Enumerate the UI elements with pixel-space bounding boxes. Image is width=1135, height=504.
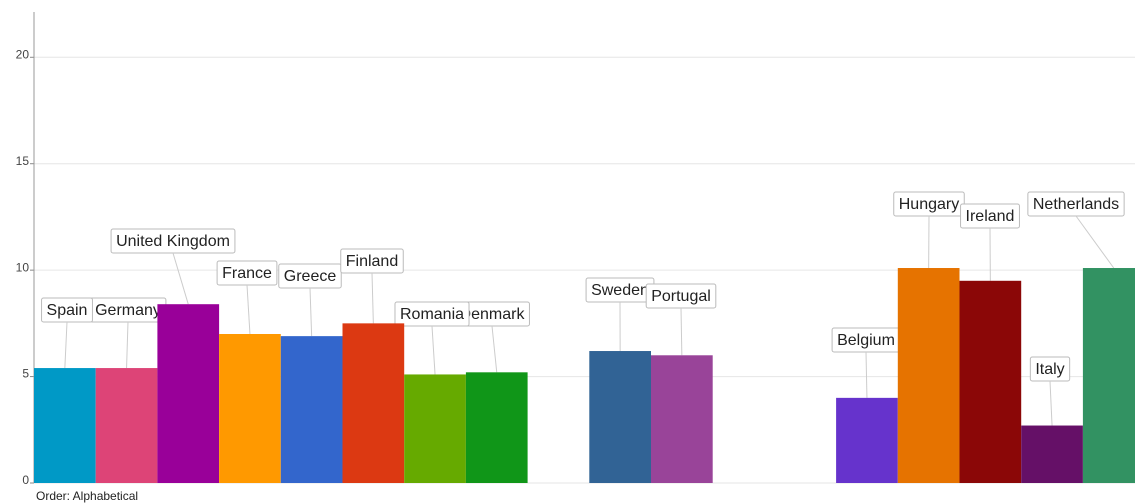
data-label: Sweden [585,277,655,303]
bar [95,368,158,483]
data-label: United Kingdom [110,228,236,254]
footer: Order: Alphabetical [36,489,138,503]
bar [404,374,466,483]
bar [1021,425,1083,483]
category-label: Belgium [837,332,895,349]
category-label: United Kingdom [116,233,230,250]
bar [836,397,898,483]
bar [34,368,96,483]
data-label: France [216,260,278,286]
labels: Germany Spain Greece France Finland DenmarkRo… [41,191,1125,382]
leader-line [64,321,68,369]
category-label: Portugal [651,288,711,305]
bar [342,323,405,483]
y-tick-label: 15 [16,154,30,168]
bar [280,336,343,483]
data-label: Germany [89,297,167,323]
bar [1082,268,1135,483]
category-label: Germany [95,302,161,319]
category-label: Italy [1035,361,1064,378]
category-label: Hungary [899,196,959,213]
data-label: Portugal [645,283,717,309]
category-label: Sweden [591,282,649,299]
bar [651,355,713,483]
leader-line [246,284,251,335]
bar [959,280,1022,483]
leader-line [126,321,129,369]
bar [589,351,651,483]
data-label: Romania [394,301,470,327]
bar [219,334,281,483]
leader-line [680,307,683,356]
category-label: Spain [47,302,88,319]
category-label: France [222,265,272,282]
data-label: Finland [340,248,404,274]
leader-line [309,287,313,337]
bar [465,372,528,483]
category-label: Greece [284,268,337,285]
leader-line [371,272,374,324]
data-label: Belgium [831,327,901,353]
category-label: Ireland [966,208,1015,225]
y-tick-label: 0 [22,473,29,487]
data-label: Hungary [893,191,965,217]
bar [897,268,960,483]
leader-line [1049,380,1053,426]
leader-line [431,325,436,375]
data-label: Denmark [454,301,530,327]
leader-line [172,252,189,305]
leader-line [491,325,498,373]
y-tick-label: 20 [16,47,30,61]
y-tick-label: 10 [16,260,30,274]
category-label: Romania [400,306,464,323]
category-label: Denmark [460,306,526,323]
category-label: Finland [346,253,398,270]
data-label: Netherlands [1027,191,1125,217]
leader-line [1075,215,1115,269]
category-label: Netherlands [1033,196,1119,213]
bar [157,304,220,483]
data-label: Greece [278,263,342,289]
data-label: Italy [1029,356,1071,382]
y-tick-label: 5 [22,367,29,381]
leader-line [865,351,868,398]
data-label: Ireland [960,203,1020,229]
data-label: Spain [41,297,93,323]
